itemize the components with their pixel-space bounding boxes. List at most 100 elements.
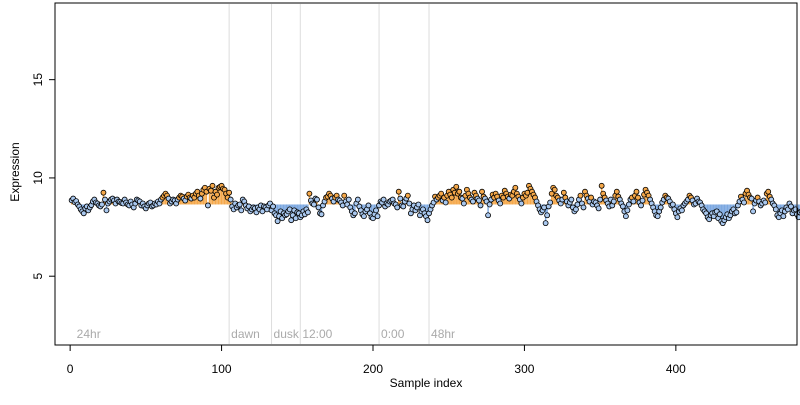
y-axis-label: Expression [8,142,22,201]
data-point [544,212,551,219]
data-point [622,213,629,220]
data-point [380,196,387,203]
x-tick-label: 400 [666,362,686,376]
data-point [630,198,637,205]
data-point [624,207,631,214]
data-point [610,198,617,205]
data-point [669,201,676,208]
data-point [395,188,402,195]
data-point [573,206,579,213]
data-point [345,196,352,203]
data-points [68,182,800,227]
data-point [214,191,220,198]
data-point [197,195,204,202]
data-point [397,195,404,202]
separators [228,4,430,344]
data-point [638,202,644,209]
data-point [716,211,723,218]
data-point [99,201,105,208]
data-point [542,220,549,227]
data-point [512,184,519,191]
data-point [311,201,317,208]
x-tick-label: 100 [212,362,232,376]
data-point [456,188,463,195]
data-point [679,207,685,214]
y-tick-label: 5 [31,273,45,280]
annotation-label: 24hr [77,327,101,341]
data-point [314,196,320,203]
data-point [633,188,640,195]
annotation-label: 48hr [431,327,455,341]
data-point [373,207,379,214]
data-point [479,188,485,195]
y-tick-label: 10 [31,171,45,185]
data-point [486,201,493,208]
data-point [577,192,584,199]
data-point [209,182,216,189]
data-point [568,196,575,203]
x-axis: 0 100 200 300 400 [67,344,686,376]
data-point [788,203,794,210]
data-point [351,210,358,217]
data-point [354,196,361,203]
data-point [374,213,381,220]
data-point [780,213,787,220]
data-point [477,202,484,209]
data-point [400,203,407,210]
data-point [227,196,234,203]
y-tick-label: 15 [31,73,45,87]
data-point [424,217,431,224]
data-point [588,194,594,201]
data-point [613,188,620,195]
data-point [274,218,281,225]
data-point [236,201,243,208]
data-point [560,189,567,196]
data-point [639,197,646,204]
annotation-label: 0:00 [381,327,405,341]
annotation-label: 12:00 [302,327,332,341]
data-point [595,205,602,212]
data-point [626,201,632,208]
data-point [238,207,245,214]
x-tick-label: 300 [514,362,534,376]
x-tick-label: 0 [67,362,74,376]
data-point [404,192,411,199]
data-point [674,214,681,221]
data-point [497,200,504,207]
annotation-labels: 24hr dawn dusk 12:00 0:00 48hr [77,327,455,341]
data-point [765,188,772,195]
data-point [657,204,664,211]
data-point [304,209,311,216]
data-point [103,207,110,214]
data-point [438,190,445,197]
data-point [750,208,756,215]
data-point [547,199,554,206]
data-point [598,182,605,189]
data-point [442,199,449,206]
x-axis-label: Sample index [390,376,463,390]
data-point [551,186,558,193]
data-point [448,194,455,201]
data-point [415,201,422,208]
data-point [470,198,476,205]
data-point [762,199,769,206]
data-point [341,192,348,199]
data-point [518,200,525,207]
annotation-label: dusk [274,327,300,341]
data-point [741,199,747,206]
annotation-label: dawn [231,327,260,341]
data-point [306,190,313,197]
data-point [733,209,740,216]
data-point [318,211,325,218]
data-point [580,204,587,211]
data-point [226,189,233,196]
data-point [654,213,661,220]
data-point [772,206,779,213]
data-point [635,194,641,201]
data-point [205,202,211,209]
data-point [485,212,491,219]
data-point [100,189,107,196]
data-point [361,213,367,220]
